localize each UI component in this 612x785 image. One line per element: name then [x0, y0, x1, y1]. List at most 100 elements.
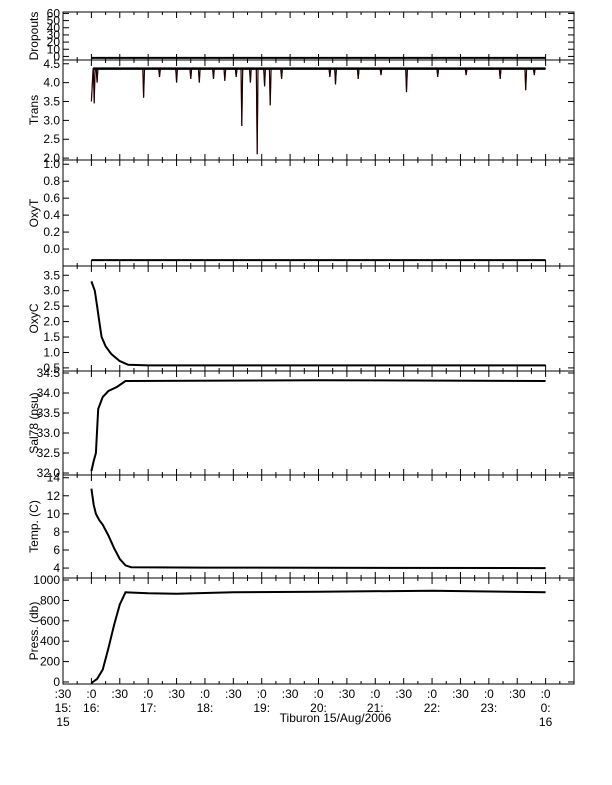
x-tick-label: :0 [427, 687, 437, 701]
y-axis-label: OxyC [27, 303, 41, 333]
y-tick-label: 1.0 [43, 345, 60, 359]
y-tick-label: 0 [53, 49, 60, 63]
y-tick-label: 0 [53, 675, 60, 689]
series-line [90, 281, 546, 367]
x-tick-label: 15 [56, 715, 70, 729]
y-tick-label: 0.0 [43, 242, 60, 256]
series-line [90, 488, 546, 570]
x-tick-label: 16 [539, 715, 553, 729]
x-tick-label: 16: [83, 701, 100, 715]
x-tick-label: :0 [313, 687, 323, 701]
x-tick-label: :0 [257, 687, 267, 701]
y-tick-label: 50 [47, 14, 61, 28]
y-tick-label: 20 [47, 35, 61, 49]
x-tick-label: 23: [480, 701, 497, 715]
y-tick-label: 0.6 [43, 191, 60, 205]
y-axis-label: Press. (db) [27, 602, 41, 661]
x-tick-label: :30 [111, 687, 128, 701]
y-tick-label: 800 [40, 593, 60, 607]
y-tick-label: 400 [40, 634, 60, 648]
trans-series-red [90, 68, 546, 155]
x-tick-label: :30 [168, 687, 185, 701]
y-tick-label: 4 [53, 561, 60, 575]
y-tick-label: 14 [47, 471, 61, 485]
panel-frame [62, 474, 575, 579]
y-axis-label: Trans [27, 95, 41, 125]
x-tick-label: 20: [310, 701, 327, 715]
y-tick-label: 4.0 [43, 76, 60, 90]
y-tick-label: 60 [47, 6, 61, 20]
x-tick-label: :30 [509, 687, 526, 701]
x-tick-label: :0 [86, 687, 96, 701]
x-tick-label: :30 [339, 687, 356, 701]
y-tick-label: 34.5 [37, 366, 61, 380]
y-tick-label: 0.4 [43, 208, 60, 222]
x-tick-label: 21: [367, 701, 384, 715]
panel-frame [62, 265, 575, 372]
x-tick-label: 17: [140, 701, 157, 715]
y-tick-label: 3.5 [43, 268, 60, 282]
x-tick-label: :0 [484, 687, 494, 701]
y-tick-label: 0.2 [43, 225, 60, 239]
x-tick-label: :0 [200, 687, 210, 701]
x-tick-label: :30 [55, 687, 72, 701]
y-tick-label: 3.0 [43, 113, 60, 127]
y-tick-label: 1.5 [43, 330, 60, 344]
y-axis-label: Sal78 (psu) [27, 392, 41, 453]
x-tick-label: :30 [452, 687, 469, 701]
y-axis-label: Dropouts [27, 12, 41, 61]
y-tick-label: 6 [53, 543, 60, 557]
x-tick-label: :0 [370, 687, 380, 701]
y-tick-label: 2.0 [43, 151, 60, 165]
panel-7: 0 200 400 600 800 1000 Press. (db) [27, 573, 575, 689]
x-tick-label: :30 [395, 687, 412, 701]
series-line [90, 589, 546, 684]
panel-frame [62, 370, 575, 476]
y-tick-label: 32.5 [37, 446, 61, 460]
x-tick-label: :30 [225, 687, 242, 701]
x-tick-label: 19: [253, 701, 270, 715]
x-tick-label: 22: [424, 701, 441, 715]
x-tick-label: 15: [55, 701, 72, 715]
y-axis-label: OxyT [27, 198, 41, 227]
x-tick-label: 18: [197, 701, 214, 715]
y-tick-label: 10 [47, 42, 61, 56]
x-tick-label: 0: [541, 701, 551, 715]
y-tick-label: 2.5 [43, 132, 60, 146]
panel-3: 0.0 0.2 0.4 0.6 0.8 1.0 OxyT [27, 157, 575, 267]
y-tick-label: 33.5 [37, 406, 61, 420]
panel-5: 32.0 32.5 33.0 33.5 34.0 34.5 Sal78 (psu) [27, 366, 575, 480]
y-tick-label: 0.5 [43, 361, 60, 375]
y-tick-label: 2.0 [43, 315, 60, 329]
y-tick-label: 3.5 [43, 95, 60, 109]
y-tick-label: 40 [47, 21, 61, 35]
y-tick-label: 0.8 [43, 174, 60, 188]
y-tick-label: 34.0 [37, 386, 61, 400]
y-tick-label: 600 [40, 614, 60, 628]
y-tick-label: 4.5 [43, 57, 60, 71]
y-tick-label: 8 [53, 525, 60, 539]
y-tick-label: 1000 [33, 573, 60, 587]
x-axis-title: Tiburon 15/Aug/2006 [280, 711, 392, 725]
panel-4: 0.5 1.01.52.0 2.53.0 3.5 OxyC [27, 265, 575, 375]
y-tick-label: 200 [40, 655, 60, 669]
panel-6: 4 6 8 10 12 14 Temp. (C) [27, 471, 575, 579]
panel-2: 2.0 2.5 3.0 3.5 4.0 4.5 Trans [27, 57, 575, 165]
y-tick-label: 32.0 [37, 466, 61, 480]
y-tick-label: 12 [47, 489, 61, 503]
y-tick-label: 2.5 [43, 299, 60, 313]
x-tick-label: :0 [143, 687, 153, 701]
panel-frame [62, 59, 575, 161]
y-tick-label: 3.0 [43, 284, 60, 298]
series-line [90, 379, 546, 472]
y-tick-label: 30 [47, 28, 61, 42]
panel-frame [62, 11, 575, 61]
y-axis-label: Temp. (C) [27, 500, 41, 553]
y-tick-label: 1.0 [43, 157, 60, 171]
y-tick-label: 10 [47, 507, 61, 521]
y-tick-label: 33.0 [37, 426, 61, 440]
x-tick-label: :30 [282, 687, 299, 701]
panel-frame [62, 159, 575, 267]
